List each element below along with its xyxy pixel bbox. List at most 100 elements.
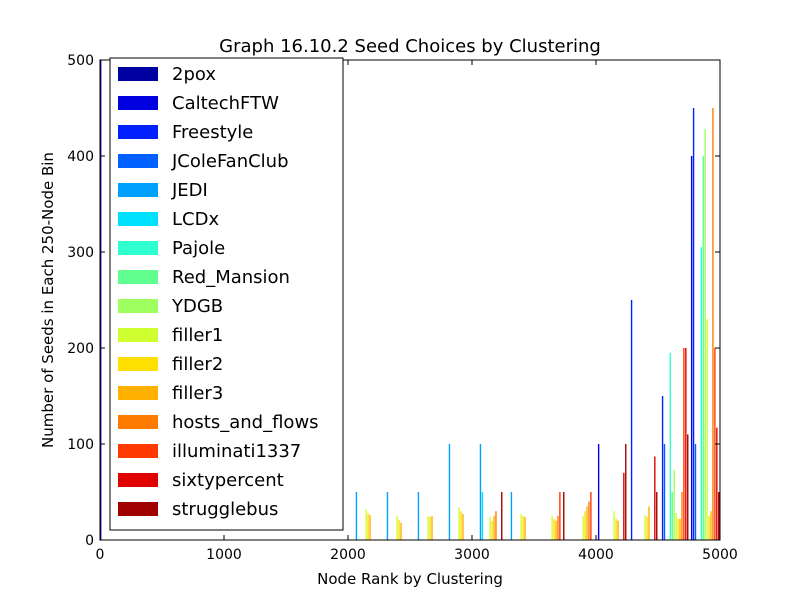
bar-illuminati1337-3 (714, 348, 716, 540)
bar-strugglebus-1 (563, 492, 565, 540)
bar-filler2-6 (553, 518, 555, 540)
legend-swatch (118, 444, 158, 458)
bar-ydgb-1 (704, 129, 706, 540)
legend-swatch (118, 502, 158, 516)
legend-label: 2pox (172, 64, 216, 85)
legend-label: CaltechFTW (172, 93, 279, 114)
bar-pajole-1 (700, 247, 703, 540)
legend-swatch (118, 125, 158, 139)
bar-filler2-0 (367, 513, 369, 540)
x-axis: 0 1000 2000 3000 4000 5000 (96, 60, 738, 563)
bar-filler2-8 (615, 518, 617, 540)
bar-filler2-2 (429, 516, 431, 540)
bar-filler2-7 (584, 511, 586, 540)
bar-filler3-9 (648, 506, 650, 540)
legend-swatch (118, 154, 158, 168)
bar-filler2-4 (491, 520, 493, 540)
bar-filler3-3 (462, 514, 464, 540)
bar-filler1-11 (706, 319, 708, 540)
legend-label: filler3 (172, 383, 223, 404)
bar-freestyle-2 (692, 108, 695, 540)
x-tick-label: 5000 (702, 547, 738, 563)
bar-filler1-9 (644, 515, 646, 540)
bar-filler3-4 (493, 516, 495, 540)
legend-swatch (118, 96, 158, 110)
bar-filler1-0 (365, 509, 367, 540)
legend-label: YDGB (171, 296, 223, 317)
bar-filler3-2 (431, 516, 433, 540)
bar-freestyle-1 (661, 396, 664, 540)
x-tick-label: 3000 (454, 547, 490, 563)
legend-label: hosts_and_flows (172, 412, 319, 433)
legend-swatch (118, 212, 158, 226)
y-tick-label: 400 (67, 149, 94, 165)
bar-filler2-5 (522, 516, 524, 540)
bar-caltechftw-1 (690, 156, 693, 540)
legend-label: sixtypercent (172, 470, 284, 491)
legend-label: JColeFanClub (171, 151, 289, 172)
legend-swatch (118, 241, 158, 255)
bar-red-mansion-0 (671, 492, 673, 540)
bar-strugglebus-5 (718, 492, 720, 540)
bar-jcolefanclub-0 (663, 444, 666, 540)
bar-jedi-5 (510, 492, 513, 540)
bar-sixtypercent-3 (716, 427, 718, 540)
legend-swatch (118, 270, 158, 284)
legend-swatch (118, 415, 158, 429)
bar-filler3-7 (586, 506, 588, 540)
bar-freestyle-0 (630, 300, 633, 540)
legend-swatch (118, 386, 158, 400)
bar-jcolefanclub-1 (694, 444, 697, 540)
bar-jedi-4 (479, 444, 482, 540)
bar-lcdx-0 (481, 492, 484, 540)
bar-filler1-2 (427, 516, 429, 540)
legend-swatch (118, 357, 158, 371)
bar-sixtypercent-2 (685, 348, 687, 540)
bar-strugglebus-3 (656, 492, 658, 540)
bar-ydgb-0 (673, 469, 675, 540)
bar-illuminati1337-0 (559, 492, 561, 540)
bar-strugglebus-4 (687, 434, 689, 540)
legend-swatch (118, 183, 158, 197)
legend-label: Pajole (172, 238, 225, 259)
bar-filler3-6 (555, 520, 557, 540)
bar-filler3-0 (369, 515, 371, 540)
bar-filler2-11 (708, 516, 710, 540)
legend-label: LCDx (172, 209, 219, 230)
bar-jedi-1 (386, 492, 389, 540)
plot-frame (99, 59, 721, 541)
bar-filler3-11 (710, 511, 712, 540)
bar-filler1-8 (613, 511, 615, 540)
x-tick-label: 0 (96, 547, 105, 563)
legend-label: Red_Mansion (172, 267, 290, 288)
legend-swatch (118, 67, 158, 81)
bar-filler3-10 (679, 518, 681, 540)
bar-sixtypercent-0 (623, 472, 625, 540)
bar-filler1-5 (520, 514, 522, 540)
bar-jedi-0 (355, 492, 358, 540)
y-tick-label: 200 (67, 341, 94, 357)
bar-filler1-3 (458, 507, 460, 540)
legend-label: strugglebus (172, 499, 278, 520)
x-tick-label: 4000 (578, 547, 614, 563)
bar-filler2-1 (398, 519, 400, 540)
x-tick-label: 2000 (330, 547, 366, 563)
y-tick-label: 100 (67, 437, 94, 453)
bar-caltechftw-0 (597, 444, 600, 540)
bar-filler1-7 (582, 516, 584, 540)
legend-label: filler2 (172, 354, 223, 375)
bar-hosts-and-flows-1 (557, 516, 559, 540)
bar-hosts-and-flows-0 (495, 511, 497, 540)
bar-jedi-2 (417, 492, 420, 540)
bar-pajole-0 (669, 352, 672, 540)
bar-sixtypercent-1 (654, 456, 656, 540)
chart-title: Graph 16.10.2 Seed Choices by Clustering (219, 36, 601, 57)
bar-filler1-10 (675, 513, 677, 540)
bar-filler3-5 (524, 516, 526, 540)
legend: 2pox CaltechFTW Freestyle JColeFanClub JEDI L… (109, 57, 344, 531)
bar-filler1-1 (396, 516, 398, 540)
bar-filler1-4 (489, 516, 491, 540)
y-axis: 0 100 200 300 400 500 (67, 53, 720, 549)
bar-filler3-8 (617, 520, 619, 540)
